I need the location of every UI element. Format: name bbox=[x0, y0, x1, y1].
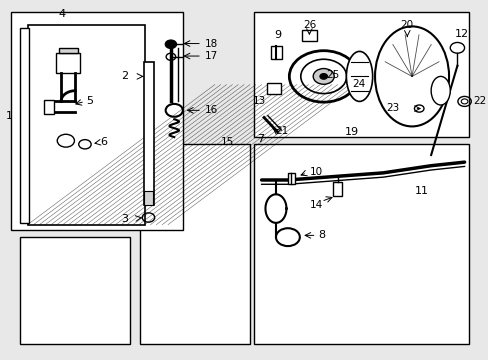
Text: 12: 12 bbox=[454, 28, 468, 39]
Text: 22: 22 bbox=[472, 96, 486, 106]
Bar bbox=[20, 237, 130, 344]
Text: 25: 25 bbox=[325, 69, 339, 80]
Text: 16: 16 bbox=[204, 105, 217, 115]
Bar bbox=[44, 100, 54, 114]
Text: 4: 4 bbox=[59, 9, 66, 19]
Ellipse shape bbox=[346, 51, 372, 102]
Text: 14: 14 bbox=[309, 200, 322, 210]
Bar bbox=[254, 144, 468, 344]
Ellipse shape bbox=[374, 26, 448, 126]
Text: 9: 9 bbox=[274, 30, 281, 40]
Bar bbox=[254, 12, 468, 137]
Text: 11: 11 bbox=[414, 186, 427, 196]
Text: 20: 20 bbox=[400, 19, 413, 30]
Bar bbox=[302, 30, 316, 41]
Text: 2: 2 bbox=[121, 71, 128, 81]
Bar bbox=[140, 144, 249, 344]
Bar bbox=[11, 12, 183, 230]
Circle shape bbox=[319, 73, 327, 79]
Bar bbox=[271, 46, 281, 59]
Text: 6: 6 bbox=[101, 138, 107, 148]
Text: 5: 5 bbox=[86, 96, 93, 106]
Text: 3: 3 bbox=[121, 213, 128, 224]
Bar bbox=[28, 24, 144, 225]
Circle shape bbox=[313, 68, 333, 84]
Bar bbox=[20, 28, 29, 223]
Bar bbox=[143, 62, 154, 205]
Text: 13: 13 bbox=[253, 96, 266, 107]
Text: 15: 15 bbox=[221, 138, 234, 148]
Bar bbox=[59, 48, 78, 53]
Text: 24: 24 bbox=[352, 78, 365, 89]
Circle shape bbox=[165, 40, 176, 49]
Text: 18: 18 bbox=[204, 39, 217, 49]
Text: 1: 1 bbox=[6, 111, 13, 121]
Bar bbox=[267, 83, 280, 94]
Bar bbox=[144, 191, 153, 205]
Text: 21: 21 bbox=[275, 126, 288, 136]
Text: 23: 23 bbox=[385, 103, 398, 113]
Text: 7: 7 bbox=[256, 134, 264, 144]
Text: 8: 8 bbox=[317, 230, 325, 240]
Text: 17: 17 bbox=[204, 51, 217, 61]
Text: 19: 19 bbox=[345, 127, 359, 137]
Bar bbox=[333, 182, 341, 196]
Bar bbox=[287, 173, 294, 184]
Text: 26: 26 bbox=[302, 19, 315, 30]
Bar bbox=[56, 53, 80, 73]
Ellipse shape bbox=[430, 76, 449, 105]
Text: 10: 10 bbox=[309, 167, 322, 177]
